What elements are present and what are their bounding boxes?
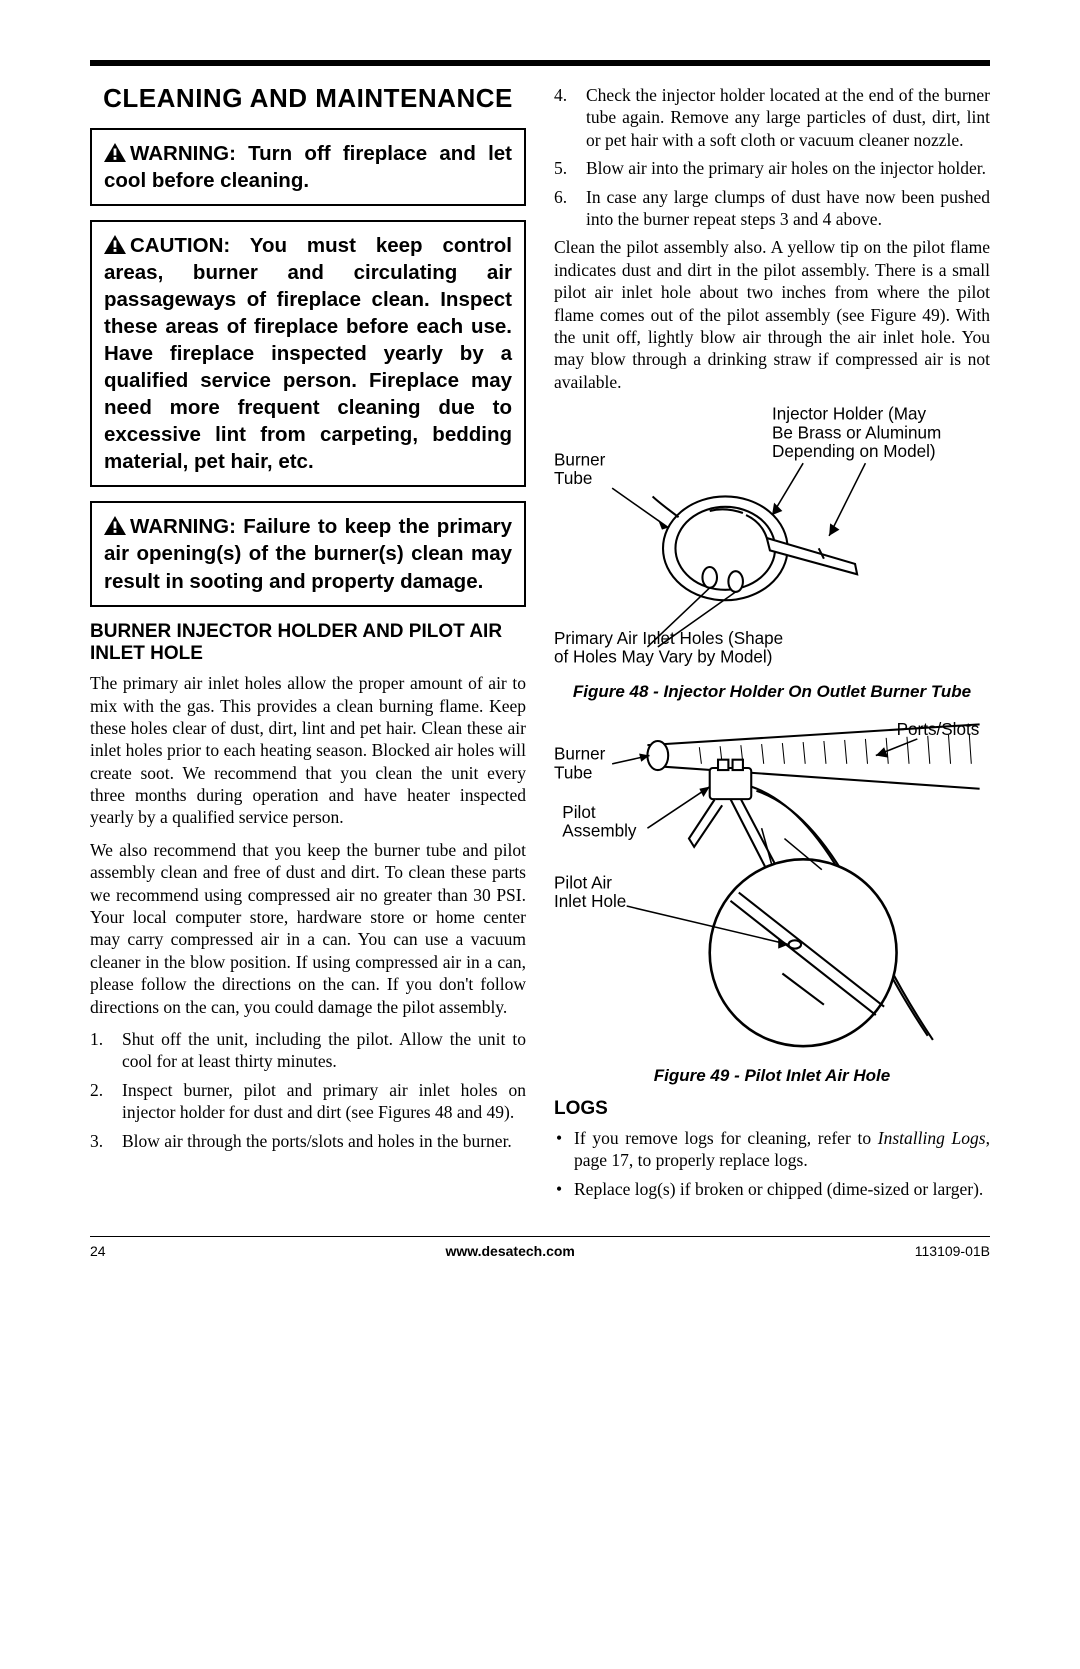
- fig48-label-injector: Injector Holder (MayBe Brass or Aluminum…: [772, 405, 941, 461]
- right-column: Check the injector holder located at the…: [554, 84, 990, 1206]
- warning-triangle-icon: [104, 143, 126, 162]
- subhead-burner-injector: BURNER INJECTOR HOLDER AND PILOT AIR INL…: [90, 621, 526, 667]
- step-item: Blow air into the primary air holes on t…: [554, 157, 990, 179]
- step-item: Check the injector holder located at the…: [554, 84, 990, 151]
- steps-list-left: Shut off the unit, including the pilot. …: [90, 1028, 526, 1152]
- warning-label: WARNING:: [130, 515, 236, 538]
- step-item: Blow air through the ports/slots and hol…: [90, 1130, 526, 1152]
- logs-bullet-list: If you remove logs for cleaning, refer t…: [554, 1127, 990, 1200]
- caution-label: CAUTION:: [130, 234, 230, 257]
- fig49-label-burner-tube: BurnerTube: [554, 745, 606, 783]
- figure-49: Ports/Slots BurnerTube PilotAssembly Pil…: [554, 714, 990, 1057]
- warning-box-2: WARNING: Failure to keep the primary air…: [90, 501, 526, 606]
- logs-bullet: Replace log(s) if broken or chipped (dim…: [554, 1178, 990, 1200]
- warning-label: WARNING:: [130, 142, 236, 165]
- warning-triangle-icon: [104, 235, 126, 254]
- figure-48: Injector Holder (MayBe Brass or Aluminum…: [554, 403, 990, 673]
- caution-box: CAUTION: You must keep control areas, bu…: [90, 220, 526, 487]
- fig49-label-pilot-air-inlet: Pilot AirInlet Hole: [554, 874, 626, 912]
- step-item: Shut off the unit, including the pilot. …: [90, 1028, 526, 1073]
- figure-48-caption: Figure 48 - Injector Holder On Outlet Bu…: [554, 681, 990, 702]
- bullet-text-italic: Installing Logs: [878, 1128, 986, 1148]
- warning-triangle-icon: [104, 516, 126, 535]
- fig48-label-primary-air: Primary Air Inlet Holes (Shapeof Holes M…: [554, 629, 783, 667]
- section-title: CLEANING AND MAINTENANCE: [90, 84, 526, 114]
- footer-doc-number: 113109-01B: [915, 1243, 990, 1259]
- two-column-layout: CLEANING AND MAINTENANCE WARNING: Turn o…: [90, 84, 990, 1206]
- fig49-label-pilot-assembly: PilotAssembly: [562, 803, 637, 841]
- bullet-text-pre: If you remove logs for cleaning, refer t…: [574, 1128, 878, 1148]
- logs-bullet: If you remove logs for cleaning, refer t…: [554, 1127, 990, 1172]
- body-paragraph-2: We also recommend that you keep the burn…: [90, 839, 526, 1018]
- warning-box-1: WARNING: Turn off fireplace and let cool…: [90, 128, 526, 206]
- step-item: Inspect burner, pilot and primary air in…: [90, 1079, 526, 1124]
- footer-url: www.desatech.com: [445, 1243, 574, 1259]
- subhead-logs: LOGS: [554, 1098, 990, 1121]
- caution-text: You must keep control areas, burner and …: [104, 234, 512, 473]
- left-column: CLEANING AND MAINTENANCE WARNING: Turn o…: [90, 84, 526, 1206]
- footer-page-number: 24: [90, 1243, 106, 1259]
- body-paragraph-1: The primary air inlet holes allow the pr…: [90, 672, 526, 829]
- top-rule: [90, 60, 990, 66]
- bullet-text-pre: Replace log(s) if broken or chipped (dim…: [574, 1179, 983, 1199]
- page-footer: 24 www.desatech.com 113109-01B: [90, 1237, 990, 1259]
- figure-49-caption: Figure 49 - Pilot Inlet Air Hole: [554, 1065, 990, 1086]
- fig48-label-burner-tube: BurnerTube: [554, 450, 606, 488]
- step-item: In case any large clumps of dust have no…: [554, 186, 990, 231]
- steps-list-right: Check the injector holder located at the…: [554, 84, 990, 230]
- body-paragraph-3: Clean the pilot assembly also. A yellow …: [554, 236, 990, 393]
